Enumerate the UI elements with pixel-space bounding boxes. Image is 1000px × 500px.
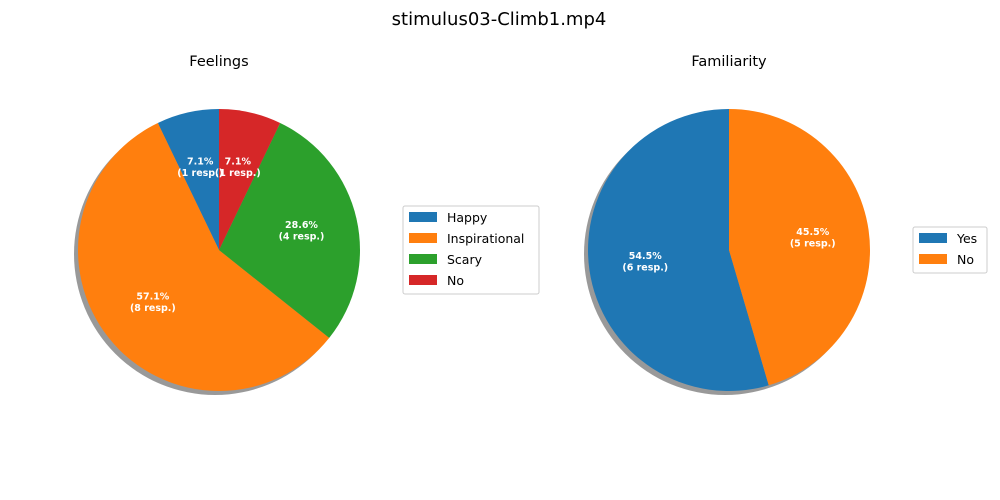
slice-label-no: 45.5% (5 resp.) — [790, 227, 836, 250]
pie-feelings: Feelings 7.1% (1 resp.) 57.1% (8 resp.) 28.6… — [74, 54, 540, 395]
legend-label: Inspirational — [447, 231, 524, 246]
legend-feelings: Happy Inspirational Scary No — [402, 205, 540, 295]
pie-slice-no — [729, 109, 870, 386]
legend-label: Scary — [447, 252, 483, 267]
legend-familiarity: Yes No — [912, 226, 988, 274]
legend-item-inspirational: Inspirational — [409, 231, 524, 246]
pie-slice-no — [219, 109, 281, 250]
pie-slice-yes — [588, 109, 769, 392]
pie-title-familiarity: Familiarity — [691, 54, 767, 70]
pie-familiarity: Familiarity 54.5% (6 resp.) 45.5% (5 resp.)… — [584, 54, 988, 395]
legend-item-no: No — [919, 252, 974, 267]
pie-slice-inspirational — [77, 122, 330, 392]
slice-label-happy: 7.1% (1 resp.) — [177, 157, 223, 180]
slice-label-yes: 54.5% (6 resp.) — [622, 251, 668, 274]
legend-label: No — [957, 252, 974, 267]
figure-title: stimulus03-Climb1.mp4 — [392, 9, 607, 30]
pie-slice-happy — [157, 109, 219, 250]
legend-swatch — [409, 275, 437, 285]
slice-label-inspirational: 57.1% (8 resp.) — [130, 292, 176, 315]
legend-item-yes: Yes — [919, 231, 977, 246]
legend-label: No — [447, 273, 464, 288]
legend-swatch — [919, 233, 947, 243]
slice-label-no: 7.1% (1 resp.) — [215, 157, 261, 180]
legend-swatch — [409, 212, 437, 222]
legend-item-happy: Happy — [409, 210, 488, 225]
legend-label: Happy — [447, 210, 488, 225]
legend-label: Yes — [956, 231, 977, 246]
pie-slice-scary — [219, 122, 360, 338]
pie-title-feelings: Feelings — [189, 54, 248, 70]
legend-swatch — [409, 233, 437, 243]
legend-frame — [402, 205, 540, 295]
legend-swatch — [409, 254, 437, 264]
slice-label-scary: 28.6% (4 resp.) — [279, 220, 325, 243]
legend-swatch — [919, 254, 947, 264]
legend-item-scary: Scary — [409, 252, 483, 267]
legend-item-no: No — [409, 273, 464, 288]
